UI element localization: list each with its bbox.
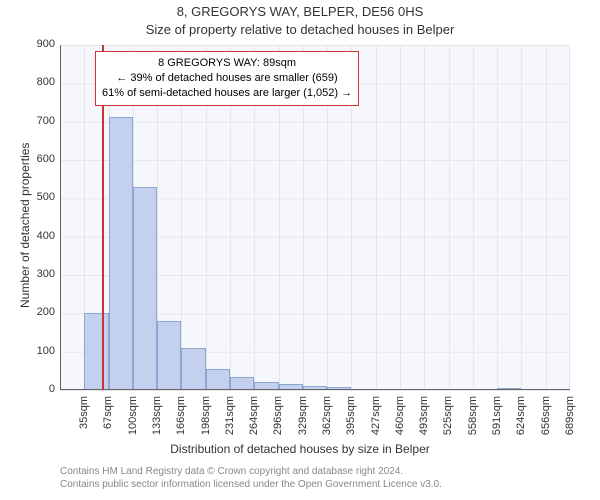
x-tick-label: 67sqm <box>102 396 114 446</box>
page-subtitle: Size of property relative to detached ho… <box>0 22 600 37</box>
gridline-x <box>521 45 522 390</box>
x-tick-label: 656sqm <box>540 396 552 446</box>
gridline-x <box>546 45 547 390</box>
gridline-x <box>497 45 498 390</box>
x-tick-label: 35sqm <box>78 396 90 446</box>
gridline-y <box>60 45 570 46</box>
histogram-bar <box>230 377 254 390</box>
annotation-line-1: 8 GREGORYS WAY: 89sqm <box>102 56 352 71</box>
x-tick-label: 100sqm <box>127 396 139 446</box>
x-axis-label: Distribution of detached houses by size … <box>0 442 600 456</box>
gridline-x <box>449 45 450 390</box>
histogram-bar <box>109 117 133 390</box>
y-tick-label: 800 <box>25 76 55 88</box>
annotation-line-2: ← 39% of detached houses are smaller (65… <box>102 71 352 86</box>
histogram-bar <box>181 348 205 390</box>
histogram-bar <box>84 313 108 390</box>
x-tick-label: 689sqm <box>564 396 576 446</box>
x-tick-label: 558sqm <box>467 396 479 446</box>
page-title: 8, GREGORYS WAY, BELPER, DE56 0HS <box>0 4 600 19</box>
gridline-x <box>424 45 425 390</box>
gridline-x <box>473 45 474 390</box>
x-tick-label: 198sqm <box>200 396 212 446</box>
footer-attribution: Contains HM Land Registry data © Crown c… <box>60 465 442 491</box>
gridline-x <box>400 45 401 390</box>
x-tick-label: 493sqm <box>418 396 430 446</box>
y-tick-label: 400 <box>25 230 55 242</box>
x-tick-label: 395sqm <box>345 396 357 446</box>
x-tick-label: 624sqm <box>515 396 527 446</box>
gridline-y <box>60 122 570 123</box>
y-tick-label: 500 <box>25 191 55 203</box>
x-tick-label: 133sqm <box>151 396 163 446</box>
x-tick-label: 296sqm <box>272 396 284 446</box>
y-tick-label: 900 <box>25 38 55 50</box>
x-tick-label: 460sqm <box>394 396 406 446</box>
x-axis-line <box>60 389 570 390</box>
histogram-bar <box>206 369 230 390</box>
histogram-bar <box>133 187 157 390</box>
y-tick-label: 100 <box>25 345 55 357</box>
x-tick-label: 525sqm <box>442 396 454 446</box>
x-tick-label: 591sqm <box>491 396 503 446</box>
gridline-y <box>60 390 570 391</box>
footer-line-1: Contains HM Land Registry data © Crown c… <box>60 465 442 478</box>
annotation-line-3: 61% of semi-detached houses are larger (… <box>102 86 352 101</box>
x-tick-label: 362sqm <box>321 396 333 446</box>
y-tick-label: 0 <box>25 383 55 395</box>
gridline-x <box>569 45 570 390</box>
y-tick-label: 300 <box>25 268 55 280</box>
x-tick-label: 166sqm <box>175 396 187 446</box>
x-tick-label: 427sqm <box>370 396 382 446</box>
x-tick-label: 231sqm <box>224 396 236 446</box>
histogram-plot: 8 GREGORYS WAY: 89sqm← 39% of detached h… <box>60 45 570 390</box>
gridline-x <box>376 45 377 390</box>
y-axis-line <box>60 45 61 390</box>
footer-line-2: Contains public sector information licen… <box>60 478 442 491</box>
y-tick-label: 200 <box>25 306 55 318</box>
annotation-box: 8 GREGORYS WAY: 89sqm← 39% of detached h… <box>95 51 359 106</box>
gridline-y <box>60 160 570 161</box>
x-tick-label: 329sqm <box>297 396 309 446</box>
y-tick-label: 700 <box>25 115 55 127</box>
x-tick-label: 264sqm <box>248 396 260 446</box>
histogram-bar <box>157 321 181 390</box>
y-tick-label: 600 <box>25 153 55 165</box>
y-axis-label: Number of detached properties <box>18 142 32 307</box>
